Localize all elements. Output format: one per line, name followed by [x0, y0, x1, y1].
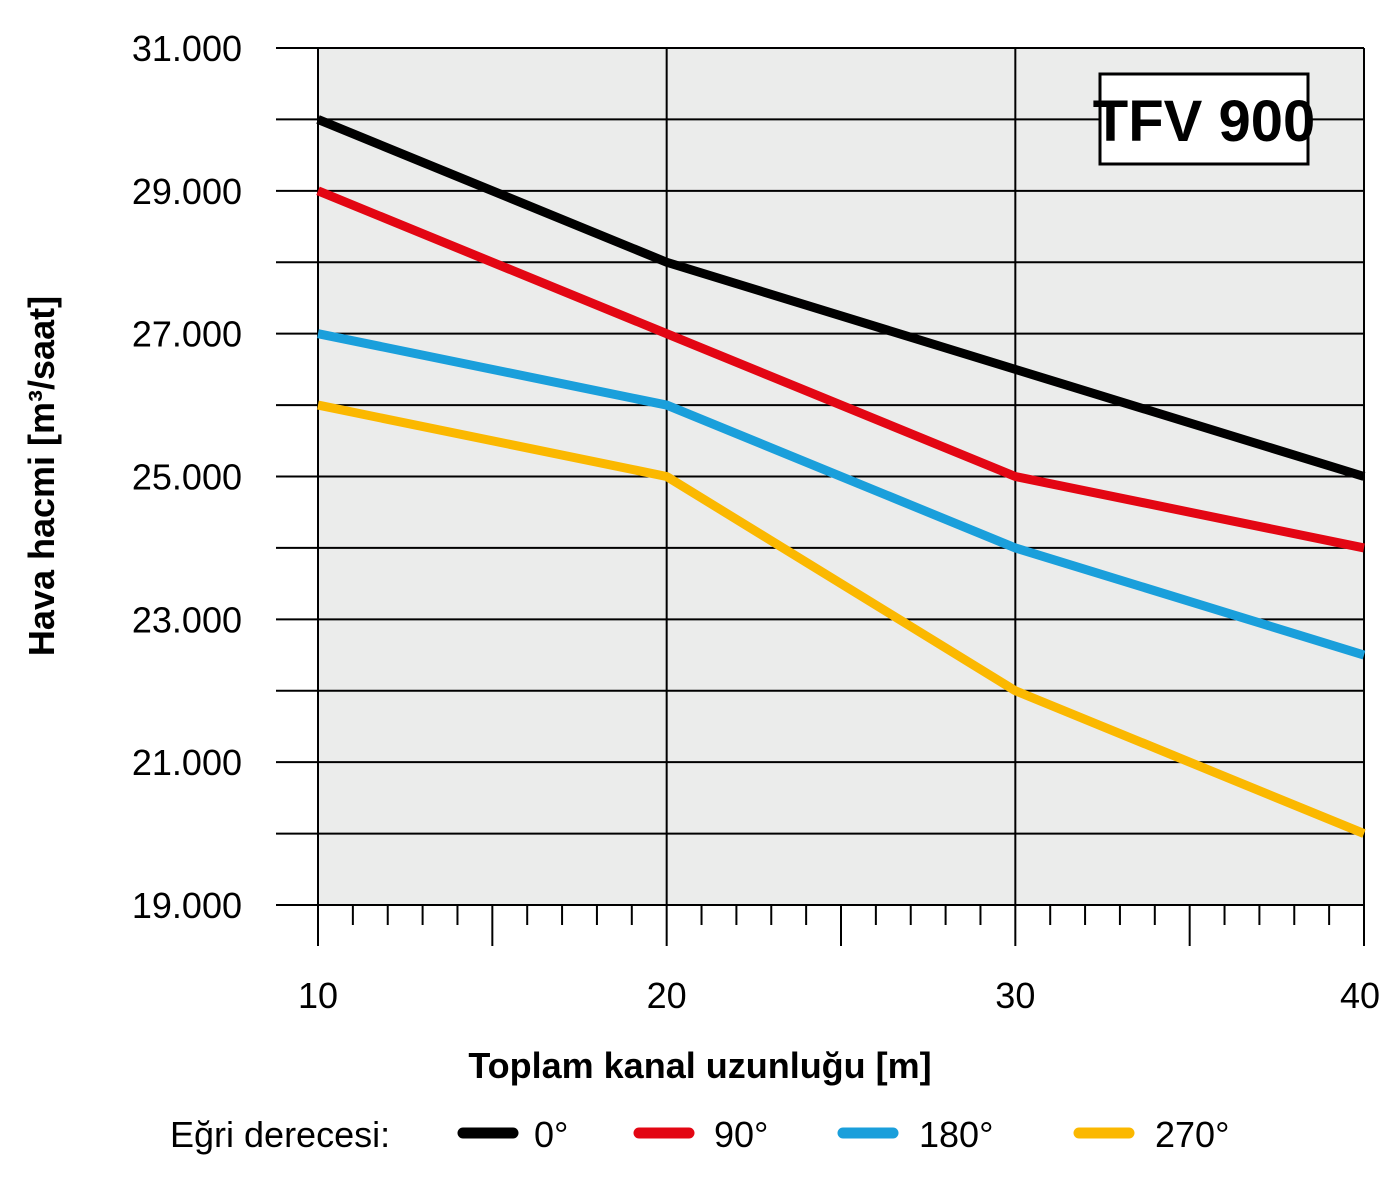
x-axis-title: Toplam kanal uzunluğu [m] — [468, 1045, 931, 1086]
legend-label: 90° — [714, 1114, 768, 1155]
badge-text: TFV 900 — [1093, 89, 1315, 154]
y-tick-label: 23.000 — [132, 599, 242, 640]
y-tick-label: 31.000 — [132, 28, 242, 69]
series-lines — [316, 115, 1366, 838]
y-tick-labels: 19.000 21.000 23.000 25.000 27.000 29.000 31.0… — [132, 28, 242, 926]
legend: Eğri derecesi: 0° 90° 180° 270° — [170, 1114, 1229, 1155]
grid-lines — [276, 47, 1365, 946]
legend-label: 180° — [919, 1114, 993, 1155]
chart-badge: TFV 900 — [1093, 72, 1315, 166]
y-tick-label: 19.000 — [132, 885, 242, 926]
x-tick-label: 30 — [995, 975, 1035, 1016]
series-line — [316, 115, 1366, 481]
series-line — [316, 186, 1365, 553]
x-tick-label: 20 — [647, 975, 687, 1016]
y-tick-label: 27.000 — [132, 314, 242, 355]
y-tick-label: 25.000 — [132, 457, 242, 498]
series-line — [317, 329, 1366, 660]
y-tick-label: 29.000 — [132, 171, 242, 212]
legend-title: Eğri derecesi: — [170, 1114, 390, 1155]
x-minor-ticks — [351, 905, 1331, 946]
y-axis-title: Hava hacmi [m³/saat] — [21, 296, 62, 656]
x-tick-label: 10 — [298, 975, 338, 1016]
series-line — [317, 400, 1366, 838]
legend-label: 0° — [534, 1114, 568, 1155]
x-tick-labels: 10 20 30 40 — [298, 975, 1380, 1016]
legend-label: 270° — [1155, 1114, 1229, 1155]
y-tick-label: 21.000 — [132, 742, 242, 783]
x-tick-label: 40 — [1340, 975, 1380, 1016]
